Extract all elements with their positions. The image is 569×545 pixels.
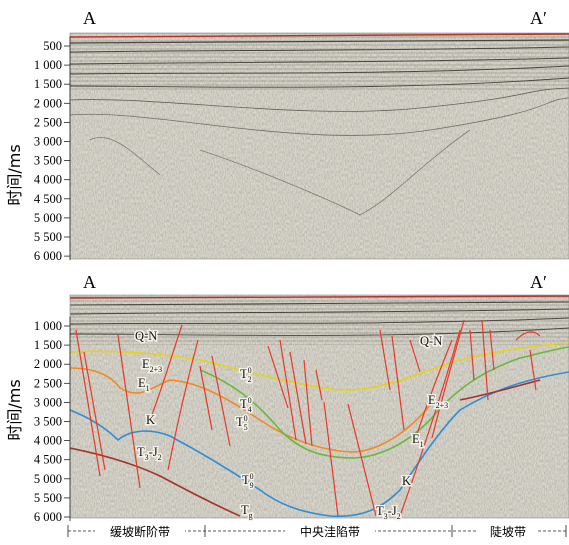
top-axis-title: 时间/ms (5, 144, 24, 205)
top-tick-label: 5 500 (34, 230, 62, 244)
top-label-right: A′ (530, 8, 547, 28)
bottom-tick-label: 3 000 (34, 395, 62, 409)
zone-label-central-depression: 中央洼陷带 (300, 524, 360, 539)
annotations: Q-N Q-N E2+3 E1 K T3-J2 T0 2 T0 4T0 5 T0 9 Tg E2+3 E1 K T… (134, 328, 450, 523)
horizon-yellow (70, 342, 569, 391)
bottom-label-right: A′ (530, 272, 547, 292)
annotation-e23-left: E2+3 (142, 357, 162, 374)
top-tick-label: 5 000 (34, 211, 62, 225)
top-tick-label: 500 (43, 39, 62, 53)
top-tick-label: 2 500 (34, 115, 62, 129)
top-tick-label: 1 000 (34, 58, 62, 72)
bottom-tick-label: 2 500 (34, 376, 62, 390)
zone-label-steep-slope: 陡坡带 (490, 525, 526, 539)
annotation-e1-left: E1 (138, 376, 150, 393)
annotation-qn-right: Q-N (420, 334, 442, 348)
bottom-axis-title: 时间/ms (5, 379, 24, 440)
faults (75, 319, 541, 517)
annotation-t3j2-left: T3-J2 (137, 445, 162, 462)
horizons (70, 342, 569, 518)
annotation-t02: T0 2 (240, 366, 252, 384)
bottom-panel (69, 294, 569, 519)
top-tick-label: 3 000 (34, 135, 62, 149)
zone-bar: 缓坡断阶带 中央洼陷带 陡坡带 (67, 523, 567, 539)
top-tick-label: 3 500 (34, 154, 62, 168)
top-tick-label: 6 000 (34, 249, 62, 263)
bottom-y-axis: 1 000 1 500 2 000 2 500 3 000 3 500 4 000 4 500… (34, 316, 71, 524)
annotation-e1-right: E1 (412, 432, 424, 449)
zone-label-gentle-slope: 缓坡断阶带 (110, 524, 170, 539)
horizon-blue (70, 371, 569, 518)
annotation-e23-right: E2+3 (428, 393, 448, 410)
top-tick-label: 2 000 (34, 96, 62, 110)
top-tick-label: 4 500 (34, 192, 62, 206)
bottom-tick-label: 4 500 (34, 453, 62, 467)
top-label-left: A (83, 8, 96, 28)
horizon-brown (70, 379, 541, 517)
bottom-tick-label: 1 500 (34, 338, 62, 352)
horizon-orange (70, 367, 431, 453)
bottom-tick-label: 1 000 (34, 319, 62, 333)
bottom-tick-label: 3 500 (34, 415, 62, 429)
top-reflectors (70, 33, 569, 216)
bottom-tick-label: 2 000 (34, 357, 62, 371)
top-panel (69, 32, 569, 260)
bottom-tick-label: 6 000 (34, 510, 62, 524)
annotation-tg: Tg (241, 503, 253, 520)
top-tick-label: 1 500 (34, 77, 62, 91)
top-y-axis: 500 1 000 1 500 2 000 2 500 3 000 3 500 4 000 4 … (34, 36, 71, 263)
annotation-qn-left: Q-N (135, 329, 157, 343)
bottom-tick-label: 5 500 (34, 491, 62, 505)
annotation-t05: T0 5 (236, 414, 248, 432)
bottom-tick-label: 4 000 (34, 434, 62, 448)
bottom-label-left: A (83, 272, 96, 292)
top-tick-label: 4 000 (34, 173, 62, 187)
bottom-reflectors (70, 295, 569, 345)
horizon-green (199, 346, 569, 459)
annotation-t09: T0 9 (242, 472, 254, 490)
annotation-k-left: K (146, 413, 155, 427)
annotation-t3j2-right: T3-J2 (376, 504, 401, 521)
annotation-k-right: K (402, 474, 411, 488)
annotation-t04: T0 4 (240, 396, 252, 414)
bottom-tick-label: 5 000 (34, 472, 62, 486)
